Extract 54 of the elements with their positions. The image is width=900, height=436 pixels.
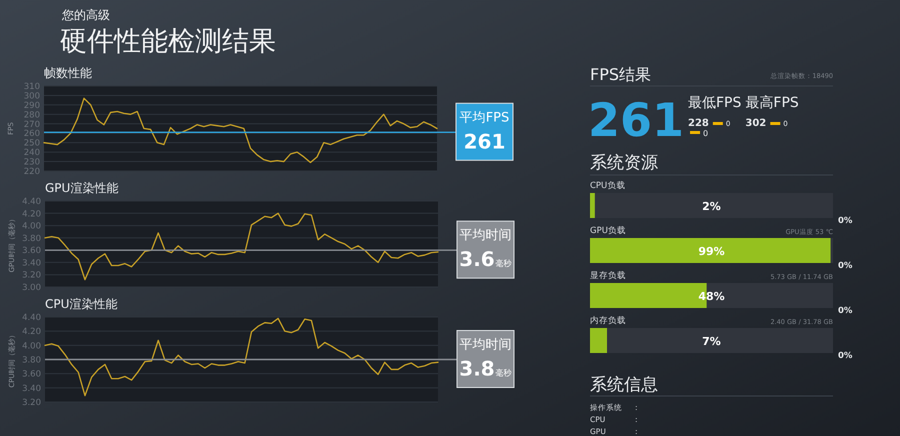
chart-title: CPU渲染性能 xyxy=(45,297,118,311)
y-tick-label: 3.20 xyxy=(22,398,41,408)
line-series xyxy=(44,318,439,396)
text: FPS结果 xyxy=(590,65,652,84)
y-tick-label: CPU负载 xyxy=(590,180,626,191)
y-tick-label: 4.00 xyxy=(22,222,41,232)
y-tick-label: 3.80 xyxy=(22,356,41,366)
text: 硬件性能检测结果 xyxy=(60,26,276,57)
bar xyxy=(590,328,608,353)
text: 0 xyxy=(703,129,708,138)
y-tick-label: 260 xyxy=(24,129,40,140)
y-tick-label: 250 xyxy=(24,138,40,149)
ref-line-label: 平均时间 3.8毫秒 xyxy=(459,338,512,380)
text: 0% xyxy=(838,216,853,226)
line-series xyxy=(44,212,439,280)
y-tick-label: 240 xyxy=(24,148,40,158)
text: 最高FPS xyxy=(745,95,799,111)
y-tick-label: 3.20 xyxy=(22,270,41,281)
text: 302 xyxy=(745,118,766,129)
text: 最低FPS xyxy=(688,95,742,111)
y-tick-label: 3.40 xyxy=(22,258,41,268)
chart-title: 系统资源 xyxy=(590,153,658,173)
ref-line-label: 平均时间 3.6毫秒 xyxy=(459,228,512,272)
y-tick-label: 4.40 xyxy=(22,197,41,207)
text: 0% xyxy=(838,306,853,316)
text: 228 xyxy=(688,118,709,129)
text: 261 xyxy=(588,93,684,147)
y-tick-label: 3.60 xyxy=(22,370,41,380)
y-tick-label: 内存负载 xyxy=(590,315,626,326)
y-tick-label: 230 xyxy=(24,158,40,168)
y-tick-label: 4.00 xyxy=(22,341,41,352)
y-tick-label: 3.60 xyxy=(22,246,41,256)
y-tick-label: 4.20 xyxy=(22,209,41,220)
data-label: 2% xyxy=(702,200,721,213)
data-label: 99% xyxy=(698,245,725,258)
line-series xyxy=(43,98,438,164)
y-tick-label: 显存负载 xyxy=(590,270,626,281)
y-tick-label: 270 xyxy=(24,120,40,130)
y-tick-label: 3.80 xyxy=(22,234,41,244)
y-tick-label: 4.40 xyxy=(22,313,41,323)
y-tick-label: 220 xyxy=(24,167,40,177)
text: 您的高级 xyxy=(61,8,110,22)
y-tick-label: 3.00 xyxy=(22,283,41,293)
y-tick-label: 3.40 xyxy=(22,384,41,394)
chart-title: 帧数性能 xyxy=(44,66,92,80)
y-tick-label: 4.20 xyxy=(22,327,41,338)
ref-line-label: 平均FPS 261 xyxy=(460,110,510,154)
text: 0% xyxy=(838,351,853,361)
data-label: 7% xyxy=(702,335,721,348)
chart-title: GPU渲染性能 xyxy=(45,181,118,195)
text: 0% xyxy=(838,261,853,271)
bar xyxy=(590,193,595,218)
y-tick-label: GPU负载 xyxy=(590,225,626,236)
text: 系统信息 xyxy=(590,375,658,395)
